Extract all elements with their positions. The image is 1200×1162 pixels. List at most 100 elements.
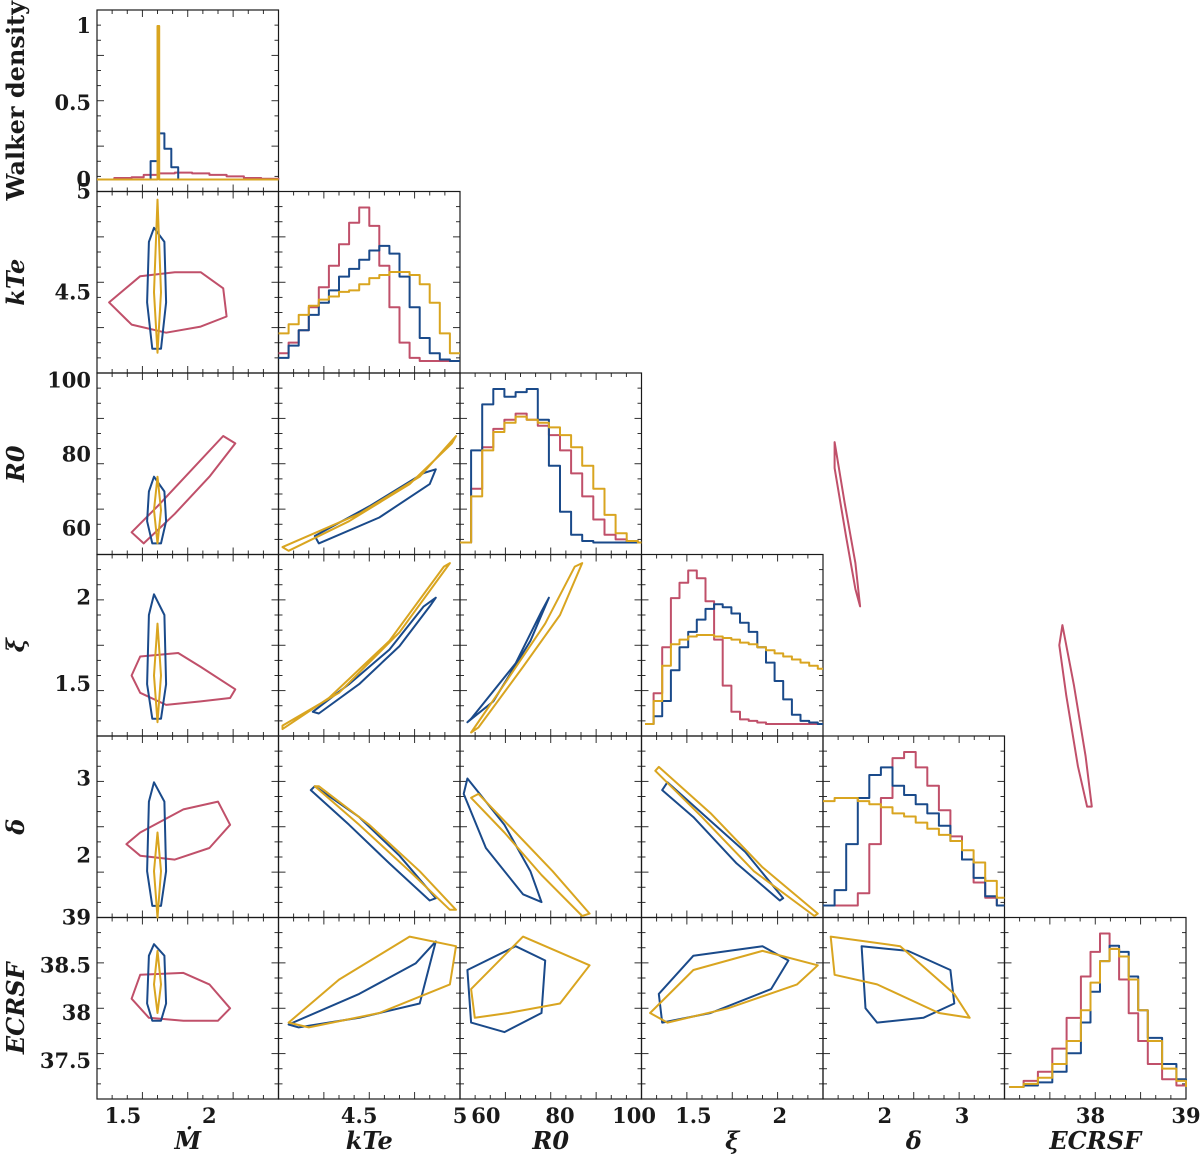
contour-gold-delta-vs-r0 <box>470 792 591 917</box>
contour-red-delta-vs-mdot <box>125 800 232 861</box>
xlabel-ecrsf: ECRSF <box>1048 1126 1143 1155</box>
histogram-gold-mdot <box>97 25 279 181</box>
contour-blue-ecrsf-vs-kte <box>287 940 437 1029</box>
xtick-label-xi: 2 <box>772 1103 787 1128</box>
histogram-red-r0 <box>460 412 642 544</box>
ylabel-ecrsf: ECRSF <box>1 960 30 1055</box>
panel-0-0 <box>96 9 280 193</box>
histogram-gold-kte <box>278 271 460 355</box>
panel-4-4 <box>822 735 1006 919</box>
ytick-label-ecrsf: 37.5 <box>40 1048 91 1073</box>
contour-blue-delta-vs-kte <box>309 785 437 902</box>
panel-5-3 <box>640 916 824 1100</box>
xlabel-r0: R0 <box>531 1126 569 1155</box>
xtick-label-xi: 1.5 <box>675 1103 712 1128</box>
contour-gold-ecrsf-vs-kte <box>287 935 457 1029</box>
xtick-label-mdot: 1.5 <box>105 1103 142 1128</box>
ytick-label-r0: 60 <box>62 516 91 541</box>
contour-red-kte-vs-mdot <box>108 271 228 334</box>
histogram-red-xi <box>645 569 823 725</box>
contour-gold-ecrsf-vs-delta <box>829 935 971 1019</box>
ytick-label-xi: 2 <box>76 585 91 610</box>
panel-2-1 <box>277 372 461 556</box>
contour-blue-ecrsf-vs-delta <box>860 945 956 1024</box>
histogram-gold-ecrsf <box>1009 947 1187 1088</box>
contour-red-xi-vs-delta <box>833 441 862 608</box>
ytick-label-xi: 1.5 <box>54 671 91 696</box>
xlabel-mdot: Ṁ <box>173 1126 202 1155</box>
ylabel-r0: R0 <box>1 445 30 483</box>
panel-5-0 <box>96 916 280 1100</box>
contour-blue-ecrsf-vs-mdot <box>146 943 168 1022</box>
ytick-label-kte: 4.5 <box>54 279 91 304</box>
xtick-label-ecrsf: 39 <box>1171 1103 1200 1128</box>
xtick-label-ecrsf: 38 <box>1076 1103 1105 1128</box>
xlabel-xi: ξ <box>725 1126 741 1155</box>
ytick-label-ecrsf: 38 <box>62 1000 91 1025</box>
ytick-label-r0: 100 <box>47 367 91 392</box>
contour-red-r0-vs-mdot <box>130 435 237 545</box>
contour-gold-delta-vs-xi <box>654 765 819 917</box>
contour-red-kte-vs-delta <box>1058 624 1093 808</box>
histogram-red-ecrsf <box>1009 932 1187 1088</box>
contour-gold-r0-vs-mdot <box>153 475 162 545</box>
panel-4-3 <box>640 735 824 919</box>
panel-5-4 <box>822 916 1006 1100</box>
contour-red-ecrsf-vs-mdot <box>130 971 232 1022</box>
ytick-label-delta: 3 <box>76 765 91 790</box>
ylabel-walker-density: Walker density <box>1 0 30 202</box>
histogram-red-mdot <box>97 171 280 181</box>
xtick-label-delta: 3 <box>955 1103 970 1128</box>
histogram-gold-xi <box>645 634 823 725</box>
contour-gold-ecrsf-vs-r0 <box>470 935 591 1019</box>
panel-4-0 <box>96 735 280 919</box>
histogram-gold-r0 <box>460 415 642 544</box>
xtick-label-mdot: 2 <box>202 1103 217 1128</box>
ytick-label-delta: 2 <box>76 843 91 868</box>
xtick-label-delta: 2 <box>877 1103 892 1128</box>
xtick-label-r0: 100 <box>612 1103 656 1128</box>
xtick-label-kte: 5 <box>453 1103 468 1128</box>
histogram-gold-delta <box>823 797 1005 899</box>
contour-gold-ecrsf-vs-mdot <box>153 949 162 1014</box>
contour-gold-xi-vs-kte <box>281 562 451 731</box>
panel-1-0 <box>96 190 280 374</box>
xtick-label-kte: 4.5 <box>341 1103 378 1128</box>
histogram-red-delta <box>823 751 1005 907</box>
xtick-label-r0: 60 <box>471 1103 500 1128</box>
contour-gold-delta-vs-kte <box>313 785 457 911</box>
histogram-blue-ecrsf <box>1009 944 1187 1088</box>
histogram-blue-r0 <box>460 388 642 544</box>
xlabel-delta: δ <box>905 1126 922 1155</box>
contour-blue-xi-vs-r0 <box>466 596 550 724</box>
ytick-label-ecrsf: 39 <box>62 905 91 930</box>
histogram-blue-kte <box>278 244 460 362</box>
contour-gold-xi-vs-r0 <box>470 562 584 734</box>
contour-blue-delta-vs-r0 <box>462 777 543 904</box>
panel-5-2 <box>459 916 643 1100</box>
panel-2-2 <box>459 372 643 556</box>
contour-red-xi-vs-mdot <box>130 652 237 706</box>
histogram-blue-delta <box>823 766 1005 907</box>
contour-blue-r0-vs-kte <box>313 468 437 545</box>
contour-gold-delta-vs-mdot <box>153 831 162 919</box>
xtick-label-r0: 80 <box>545 1103 574 1128</box>
contour-blue-delta-vs-xi <box>661 781 785 902</box>
ytick-label-kte: 5 <box>76 179 91 204</box>
panel-2-0 <box>96 372 280 556</box>
ytick-label-density: 1 <box>76 13 91 38</box>
contour-gold-ecrsf-vs-xi <box>649 949 819 1024</box>
ylabel-delta: δ <box>1 819 30 836</box>
ytick-label-r0: 80 <box>62 441 91 466</box>
contour-blue-ecrsf-vs-r0 <box>466 945 547 1034</box>
histogram-blue-xi <box>645 603 823 725</box>
ytick-label-density: 0.5 <box>54 90 91 115</box>
ylabel-xi: ξ <box>1 636 30 652</box>
panel-3-0 <box>96 553 280 737</box>
panel-4-2 <box>459 735 643 919</box>
ytick-label-density: 0 <box>76 167 91 192</box>
ylabel-kte: kTe <box>1 259 30 306</box>
ytick-label-ecrsf: 38.5 <box>40 952 91 977</box>
contour-gold-r0-vs-kte <box>281 435 457 552</box>
